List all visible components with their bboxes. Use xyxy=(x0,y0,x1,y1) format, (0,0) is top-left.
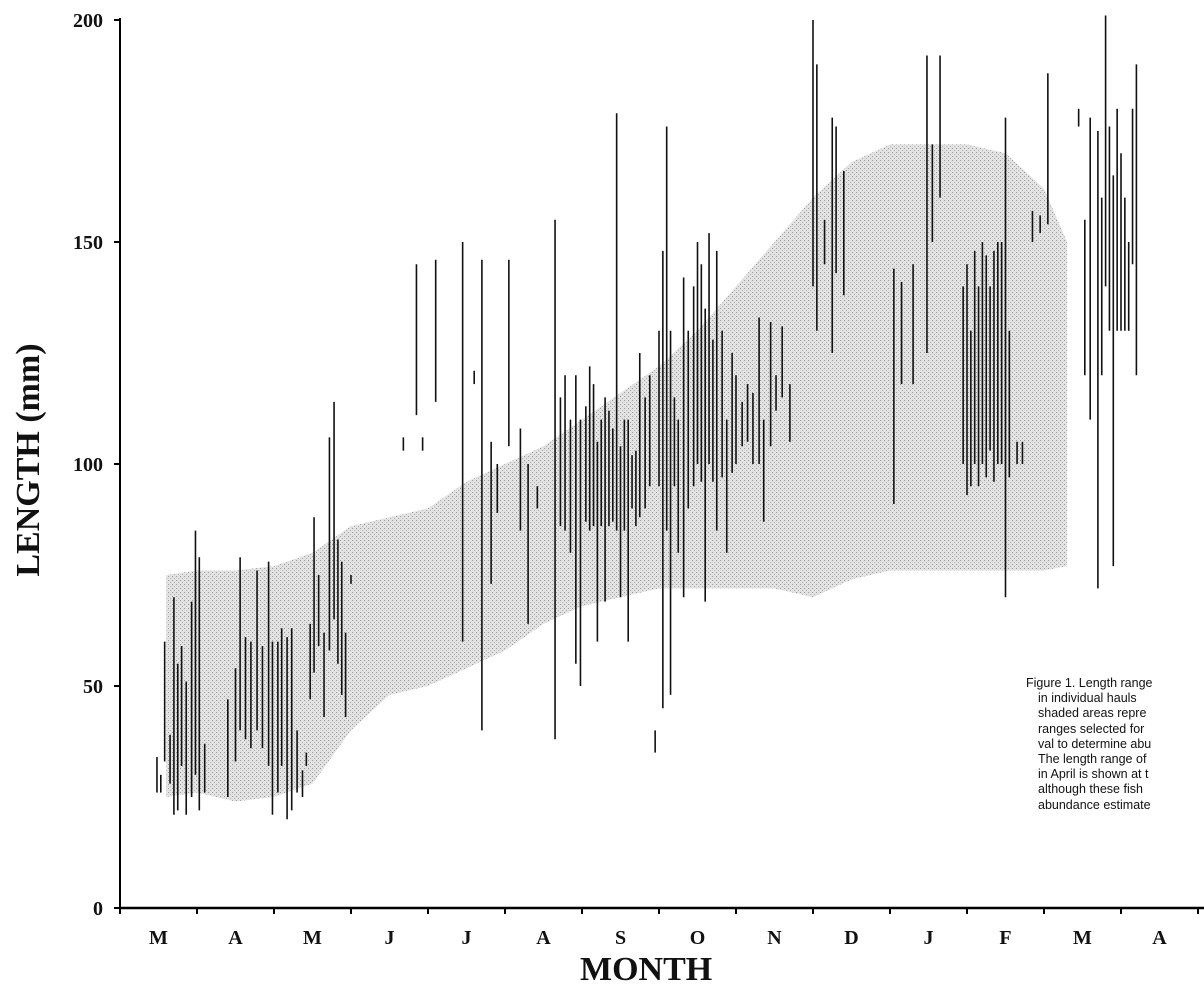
caption-line: in individual hauls xyxy=(1038,691,1137,706)
month-label: M xyxy=(303,927,322,949)
y-axis-title: LENGTH (mm) xyxy=(10,343,47,577)
caption-line: ranges selected for xyxy=(1038,721,1145,736)
month-label: N xyxy=(767,927,782,949)
month-label: J xyxy=(924,927,934,949)
caption-line: abundance estimate xyxy=(1038,797,1151,812)
caption-line: in April is shown at t xyxy=(1038,767,1149,782)
caption-line: although these fish xyxy=(1038,782,1143,797)
month-label: F xyxy=(999,927,1011,949)
month-label: O xyxy=(690,927,706,949)
caption-line: Figure 1. Length range xyxy=(1026,676,1153,690)
month-label: A xyxy=(536,927,551,949)
month-label: M xyxy=(1073,927,1092,949)
caption-line: shaded areas repre xyxy=(1038,706,1147,721)
month-label: A xyxy=(228,927,243,949)
month-label: M xyxy=(149,927,168,949)
month-label: D xyxy=(844,927,858,949)
x-axis-title: MONTH xyxy=(580,951,713,988)
month-label: S xyxy=(615,927,626,949)
y-tick-label: 50 xyxy=(83,676,103,698)
month-label: J xyxy=(385,927,395,949)
caption-line: val to determine abu xyxy=(1038,736,1152,751)
month-label: J xyxy=(462,927,472,949)
y-tick-label: 200 xyxy=(73,10,103,32)
month-label: A xyxy=(1152,927,1167,949)
caption-line: The length range of xyxy=(1038,752,1147,767)
y-tick-label: 0 xyxy=(93,898,103,920)
y-tick-label: 100 xyxy=(73,454,103,476)
y-tick-label: 150 xyxy=(73,232,103,254)
figure-caption: Figure 1. Length range in individual hau… xyxy=(1026,676,1204,813)
